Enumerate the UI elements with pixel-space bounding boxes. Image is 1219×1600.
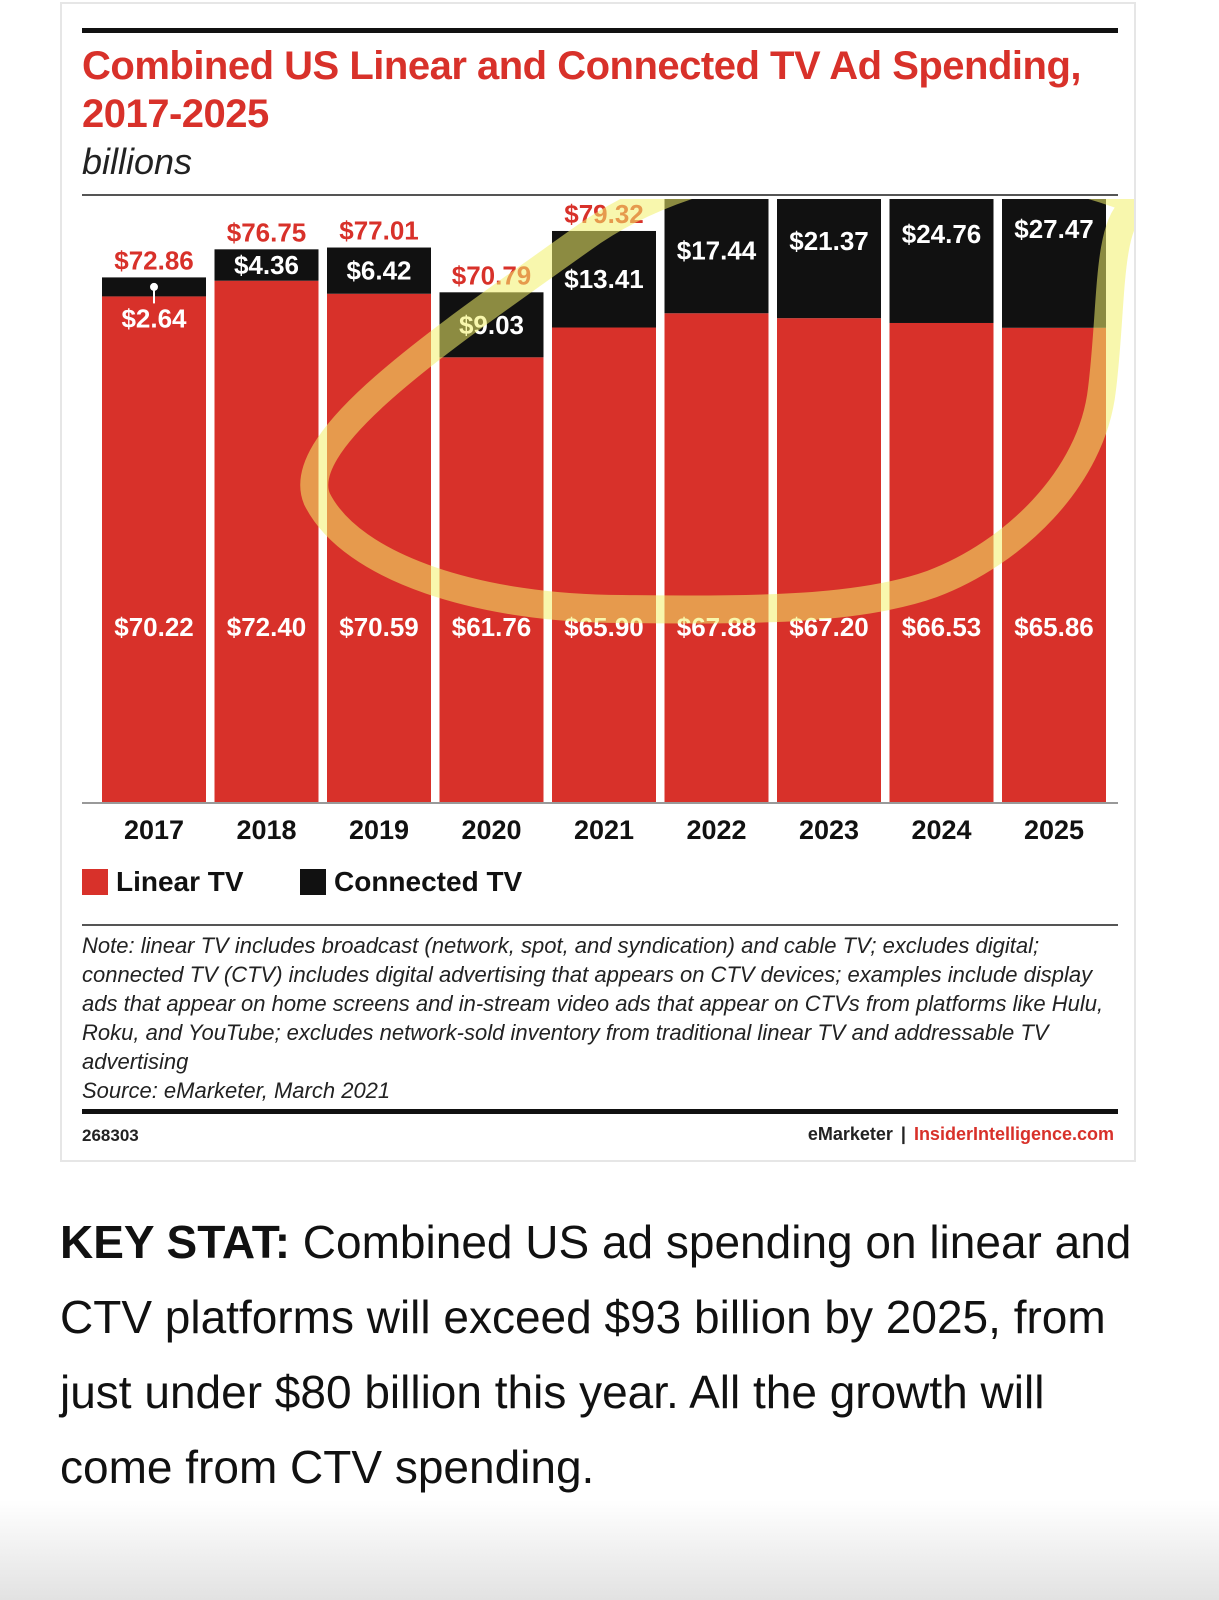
total-label-2018: $76.75 bbox=[227, 217, 307, 247]
bar-linear-2018 bbox=[214, 280, 319, 803]
legend-item-connected-tv: Connected TV bbox=[300, 866, 522, 898]
bar-connected-2018 bbox=[214, 249, 319, 281]
brand-credit: eMarketer | InsiderIntelligence.com bbox=[808, 1124, 1114, 1145]
connected-value-label-2022: $17.44 bbox=[677, 235, 757, 265]
bottom-rule bbox=[82, 1109, 1118, 1114]
x-tick-label-2025: 2025 bbox=[1024, 815, 1084, 845]
linear-value-label-2025: $65.86 bbox=[1014, 612, 1094, 642]
total-label-2019: $77.01 bbox=[339, 216, 419, 246]
key-stat-paragraph: KEY STAT: Combined US ad spending on lin… bbox=[60, 1205, 1160, 1505]
chart-id: 268303 bbox=[82, 1126, 139, 1145]
x-tick-label-2020: 2020 bbox=[461, 815, 521, 845]
x-tick-label-2022: 2022 bbox=[686, 815, 746, 845]
bar-connected-2023 bbox=[777, 199, 881, 319]
bar-linear-2022 bbox=[664, 313, 769, 802]
linear-value-label-2020: $61.76 bbox=[452, 612, 532, 642]
top-rule bbox=[82, 28, 1118, 33]
key-stat-text: Combined US ad spending on linear and CT… bbox=[60, 1216, 1132, 1493]
brand-insider-link[interactable]: InsiderIntelligence.com bbox=[913, 1124, 1114, 1144]
note-text: Note: linear TV includes broadcast (netw… bbox=[82, 933, 1104, 1074]
x-tick-label-2019: 2019 bbox=[349, 815, 409, 845]
bar-connected-2022 bbox=[664, 199, 769, 314]
connected-value-label-2025: $27.47 bbox=[1014, 214, 1094, 244]
brand-separator: | bbox=[900, 1124, 906, 1144]
x-tick-label-2024: 2024 bbox=[911, 815, 971, 845]
connected-value-label-2023: $21.37 bbox=[789, 226, 869, 256]
legend-label-connected-tv: Connected TV bbox=[334, 866, 523, 897]
brand-emarketer: eMarketer bbox=[807, 1124, 893, 1144]
connected-value-label-2021: $13.41 bbox=[564, 264, 644, 294]
x-tick-label-2017: 2017 bbox=[124, 815, 184, 845]
bar-connected-2025 bbox=[1002, 199, 1106, 328]
connected-pointer-dot-2017 bbox=[150, 282, 158, 291]
legend-item-linear-tv: Linear TV bbox=[82, 866, 244, 898]
key-stat-label: KEY STAT: bbox=[60, 1216, 291, 1268]
connected-value-label-2024: $24.76 bbox=[902, 219, 982, 249]
connected-value-label-2019: $6.42 bbox=[346, 256, 411, 286]
total-label-2017: $72.86 bbox=[114, 245, 194, 275]
bar-linear-2021 bbox=[552, 327, 656, 802]
x-tick-label-2021: 2021 bbox=[574, 815, 634, 845]
chart-title: Combined US Linear and Connected TV Ad S… bbox=[82, 44, 1082, 136]
x-tick-label-2018: 2018 bbox=[236, 815, 296, 845]
bar-linear-2023 bbox=[777, 318, 881, 802]
bar-linear-2017 bbox=[102, 296, 206, 802]
legend-swatch-linear-tv bbox=[82, 869, 108, 895]
x-tick-label-2023: 2023 bbox=[799, 815, 859, 845]
linear-value-label-2018: $72.40 bbox=[227, 612, 307, 642]
linear-value-label-2017: $70.22 bbox=[114, 612, 194, 642]
chart-card: Combined US Linear and Connected TV Ad S… bbox=[60, 2, 1136, 1162]
highlight-loop bbox=[300, 199, 1134, 624]
source-text: Source: eMarketer, March 2021 bbox=[82, 1078, 391, 1103]
page-bottom-fade bbox=[0, 1500, 1219, 1600]
connected-value-label-2017: $2.64 bbox=[121, 303, 187, 333]
note-rule bbox=[82, 924, 1118, 926]
legend-label-linear-tv: Linear TV bbox=[116, 866, 244, 897]
chart-subtitle: billions bbox=[82, 141, 193, 182]
bar-connected-2024 bbox=[889, 199, 994, 323]
legend-swatch-connected-tv bbox=[300, 869, 326, 895]
bar-connected-2019 bbox=[327, 247, 431, 294]
stacked-bar-chart: $72.86 $70.22 $2.64 2017 $76.75 $72.40 $4.36 20… bbox=[82, 199, 1134, 845]
connected-value-label-2018: $4.36 bbox=[234, 250, 299, 280]
title-rule bbox=[82, 194, 1118, 196]
chart-note: Note: linear TV includes broadcast (netw… bbox=[82, 931, 1118, 1105]
linear-value-label-2019: $70.59 bbox=[339, 612, 419, 642]
linear-value-label-2024: $66.53 bbox=[902, 612, 982, 642]
